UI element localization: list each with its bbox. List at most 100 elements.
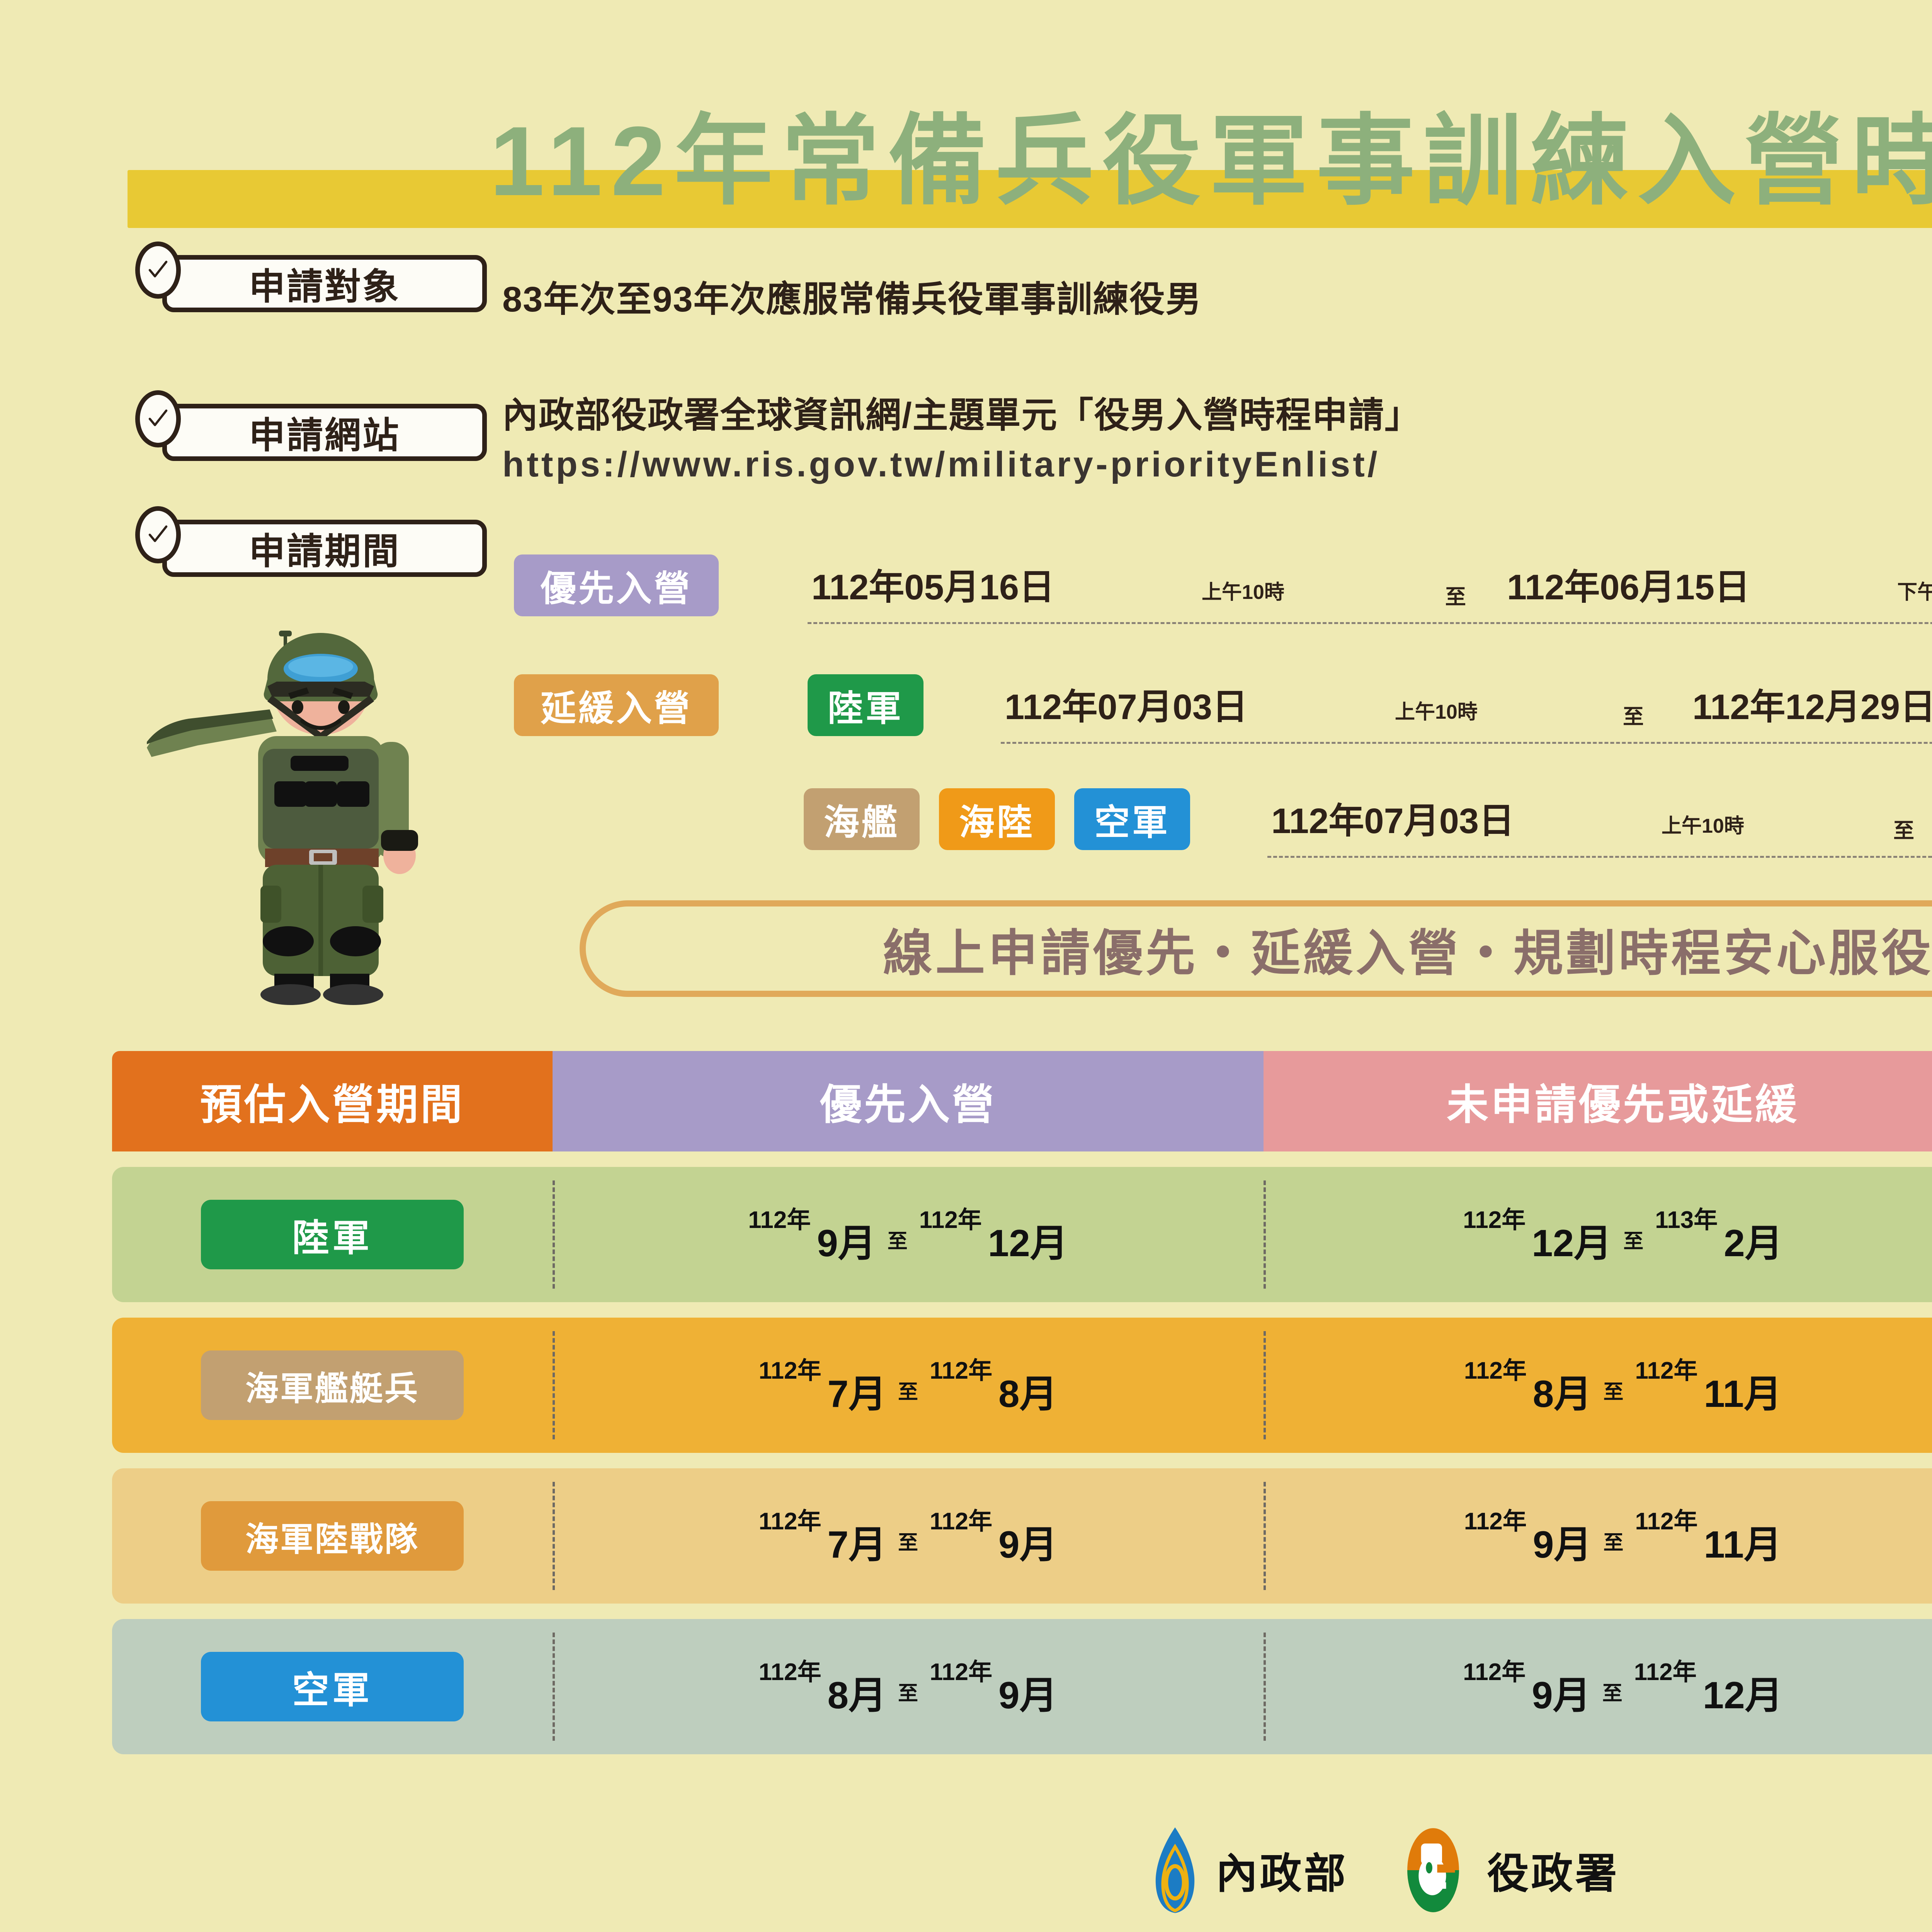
period-0-end-time: 下午5時 <box>1897 581 1932 604</box>
period-0-underline <box>808 622 1932 624</box>
badge-marine: 海陸 <box>939 788 1055 850</box>
value-month: 2月 <box>1724 1222 1783 1264</box>
check-icon <box>135 242 181 299</box>
moi-logo-icon <box>1156 1827 1195 1913</box>
page-title: 112年常備兵役軍事訓練入營時程申請 <box>490 106 1932 216</box>
value-year: 112年 <box>1635 1357 1698 1384</box>
period-1-end-date: 112年12月29日 <box>1692 687 1932 727</box>
table-header-period: 預估入營期間 <box>112 1051 553 1151</box>
value-year: 112年 <box>930 1357 993 1384</box>
badge-navy-ship: 海艦 <box>804 788 920 850</box>
value-month: 9月 <box>998 1674 1058 1716</box>
period-label: 申請期間 <box>162 520 487 577</box>
row-1-priority-cell: 112年 7月 至 112年 8月 <box>553 1318 1264 1453</box>
table-row: 陸軍 112年 9月 至 112年 12月 112年 12月 至 113年 2月… <box>112 1167 1932 1302</box>
table-row: 海軍艦艇兵 112年 7月 至 112年 8月 112年 8月 至 112年 1… <box>112 1318 1932 1453</box>
table-header-neither: 未申請優先或延緩 <box>1264 1051 1932 1151</box>
row-branch-cell: 陸軍 <box>112 1200 553 1269</box>
page-title-area: 112年常備兵役軍事訓練入營時程申請 <box>0 54 1932 228</box>
row-branch-cell: 海軍陸戰隊 <box>112 1501 553 1571</box>
footer-org-moi: 內政部 <box>1150 1826 1348 1915</box>
value-to: 至 <box>898 1381 918 1403</box>
branch-badge-navy-ship: 海軍艦艇兵 <box>201 1350 464 1420</box>
footer: 內政部 役政署 <box>0 1816 1932 1924</box>
value-year: 112年 <box>1464 1357 1527 1384</box>
period-1-start-time: 上午10時 <box>1395 701 1478 723</box>
period-1-underline <box>1001 742 1932 744</box>
website-url[interactable]: https://www.ris.gov.tw/military-priority… <box>502 445 1380 484</box>
value-year: 112年 <box>1463 1207 1526 1233</box>
table-row: 海軍陸戰隊 112年 7月 至 112年 9月 112年 9月 至 112年 1… <box>112 1468 1932 1604</box>
period-2-underline <box>1267 856 1932 858</box>
value-month: 11月 <box>1704 1372 1782 1415</box>
value-month: 12月 <box>1532 1222 1612 1264</box>
period-2-to: 至 <box>1893 819 1914 842</box>
value-year: 113年 <box>1655 1207 1718 1233</box>
value-year: 112年 <box>759 1357 821 1384</box>
value-year: 112年 <box>919 1207 982 1233</box>
row-1-neither-cell: 112年 8月 至 112年 11月 <box>1264 1318 1932 1453</box>
enlistment-schedule-table: 預估入營期間 優先入營 未申請優先或延緩 延緩入營 陸軍 112年 9月 至 1… <box>112 1051 1932 1754</box>
footer-org-nca: 役政署 <box>1395 1826 1619 1915</box>
row-0-priority-cell: 112年 9月 至 112年 12月 <box>553 1167 1264 1302</box>
check-icon <box>135 506 181 563</box>
footer-org-name: 役政署 <box>1487 1850 1619 1897</box>
period-1-start-date: 112年07月03日 <box>1005 687 1248 727</box>
row-branch-cell: 空軍 <box>112 1652 553 1721</box>
value-year: 112年 <box>1463 1659 1526 1685</box>
value-to: 至 <box>1602 1682 1622 1705</box>
value-to: 至 <box>1603 1532 1624 1554</box>
value-year: 112年 <box>930 1508 993 1535</box>
branch-badge-army: 陸軍 <box>201 1200 464 1269</box>
period-2-start-time: 上午10時 <box>1662 815 1744 837</box>
badge-airforce: 空軍 <box>1074 788 1190 850</box>
table-row: 空軍 112年 8月 至 112年 9月 112年 9月 至 112年 12月 … <box>112 1619 1932 1754</box>
badge-army: 陸軍 <box>808 674 923 736</box>
value-month: 9月 <box>1532 1674 1591 1716</box>
value-year: 112年 <box>759 1659 821 1685</box>
value-to: 至 <box>898 1532 918 1554</box>
row-0-neither-cell: 112年 12月 至 113年 2月 <box>1264 1167 1932 1302</box>
value-to: 至 <box>887 1230 908 1253</box>
period-0-end-date: 112年06月15日 <box>1507 568 1750 607</box>
value-month: 8月 <box>998 1372 1058 1415</box>
applicant-label: 申請對象 <box>162 255 487 312</box>
check-icon <box>135 390 181 447</box>
period-1-to: 至 <box>1623 705 1644 728</box>
value-month: 9月 <box>817 1222 876 1264</box>
value-to: 至 <box>1623 1230 1644 1253</box>
value-year: 112年 <box>759 1508 821 1535</box>
branch-badge-airforce: 空軍 <box>201 1652 464 1721</box>
value-month: 7月 <box>827 1372 886 1415</box>
value-to: 至 <box>1603 1381 1624 1403</box>
value-month: 8月 <box>1532 1372 1592 1415</box>
badge-deferred-enlist: 延緩入營 <box>514 674 719 736</box>
website-value: 內政部役政署全球資訊網/主題單元「役男入營時程申請」 <box>502 396 1421 435</box>
footer-org-name: 內政部 <box>1216 1850 1348 1897</box>
value-year: 112年 <box>748 1207 811 1233</box>
nca-logo-icon <box>1407 1828 1459 1912</box>
value-month: 9月 <box>998 1523 1058 1566</box>
period-0-start-date: 112年05月16日 <box>811 568 1055 607</box>
value-month: 8月 <box>827 1674 886 1716</box>
value-year: 112年 <box>930 1659 993 1685</box>
soldier-illustration <box>147 631 418 1005</box>
period-0-to: 至 <box>1445 585 1466 609</box>
value-month: 12月 <box>1702 1674 1783 1716</box>
value-year: 112年 <box>1634 1659 1697 1685</box>
row-2-neither-cell: 112年 9月 至 112年 11月 <box>1264 1468 1932 1604</box>
period-2-start-date: 112年07月03日 <box>1271 801 1515 841</box>
applicant-value: 83年次至93年次應服常備兵役軍事訓練役男 <box>502 280 1202 319</box>
branch-badge-marine: 海軍陸戰隊 <box>201 1501 464 1571</box>
row-3-neither-cell: 112年 9月 至 112年 12月 <box>1264 1619 1932 1754</box>
tagline-banner: 線上申請優先‧延緩入營‧規劃時程安心服役 <box>580 900 1932 997</box>
table-header-priority: 優先入營 <box>553 1051 1264 1151</box>
row-branch-cell: 海軍艦艇兵 <box>112 1350 553 1420</box>
period-0-start-time: 上午10時 <box>1202 581 1284 604</box>
row-2-priority-cell: 112年 7月 至 112年 9月 <box>553 1468 1264 1604</box>
value-year: 112年 <box>1464 1508 1527 1535</box>
title-highlight-bar <box>128 170 1932 228</box>
table-header-row: 預估入營期間 優先入營 未申請優先或延緩 延緩入營 <box>112 1051 1932 1151</box>
value-to: 至 <box>898 1682 918 1705</box>
website-label: 申請網站 <box>162 404 487 461</box>
